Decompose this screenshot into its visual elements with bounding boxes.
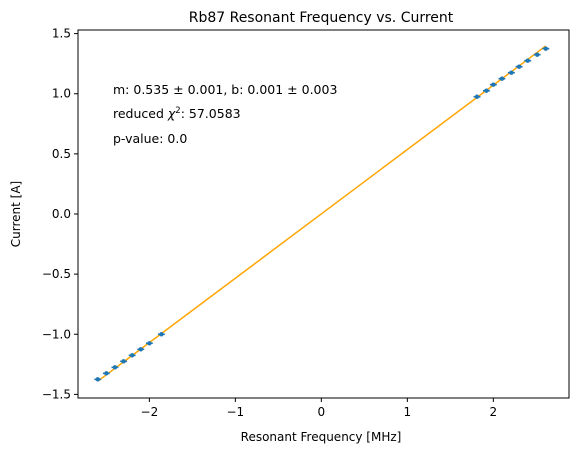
data-point (543, 46, 548, 51)
y-axis: −1.5 −1.0 −0.5 0.0 0.5 1.0 1.5 (42, 27, 78, 401)
x-tick-label: −2 (141, 405, 159, 419)
data-point (129, 353, 135, 358)
y-tick-label: 0.0 (52, 207, 71, 221)
y-tick-label: −1.5 (42, 387, 71, 401)
data-point (474, 94, 480, 99)
x-axis-label: Resonant Frequency [MHz] (241, 430, 402, 444)
data-point (95, 377, 100, 382)
fit-line (97, 45, 547, 382)
data-point (516, 64, 522, 69)
y-tick-label: −0.5 (42, 267, 71, 281)
data-point (484, 88, 489, 93)
x-axis: −2 −1 0 1 2 (141, 398, 498, 419)
chi-symbol: χ (167, 106, 176, 121)
data-point (159, 332, 164, 337)
data-point (138, 347, 143, 352)
annotation-reduced-chi2: reduced χ2: 57.0583 (113, 106, 241, 121)
y-tick-label: 0.5 (52, 147, 71, 161)
x-tick-label: −1 (227, 405, 245, 419)
y-tick-label: 1.0 (52, 87, 71, 101)
chart-title: Rb87 Resonant Frequency vs. Current (189, 10, 454, 26)
y-axis-label: Current [A] (9, 181, 23, 247)
chi2-prefix: reduced (113, 106, 168, 121)
chi2-value: : 57.0583 (181, 106, 241, 121)
data-point (499, 76, 505, 81)
y-tick-label: −1.0 (42, 327, 71, 341)
x-tick-label: 0 (318, 405, 326, 419)
x-tick-label: 2 (490, 405, 498, 419)
annotation-p-value: p-value: 0.0 (113, 131, 187, 146)
x-tick-label: 1 (404, 405, 412, 419)
data-point (525, 58, 530, 63)
annotation-fit-params: m: 0.535 ± 0.001, b: 0.001 ± 0.003 (113, 82, 337, 97)
plot-area (94, 45, 550, 382)
data-point (491, 82, 496, 87)
y-tick-label: 1.5 (52, 27, 71, 41)
data-point (104, 371, 109, 376)
data-point (534, 52, 540, 57)
data-point (121, 359, 126, 364)
data-point (509, 70, 514, 75)
chi2-superscript: 2 (175, 106, 180, 116)
fit-annotation: m: 0.535 ± 0.001, b: 0.001 ± 0.003 reduc… (113, 82, 337, 146)
data-point (147, 341, 152, 346)
data-point (112, 365, 118, 370)
